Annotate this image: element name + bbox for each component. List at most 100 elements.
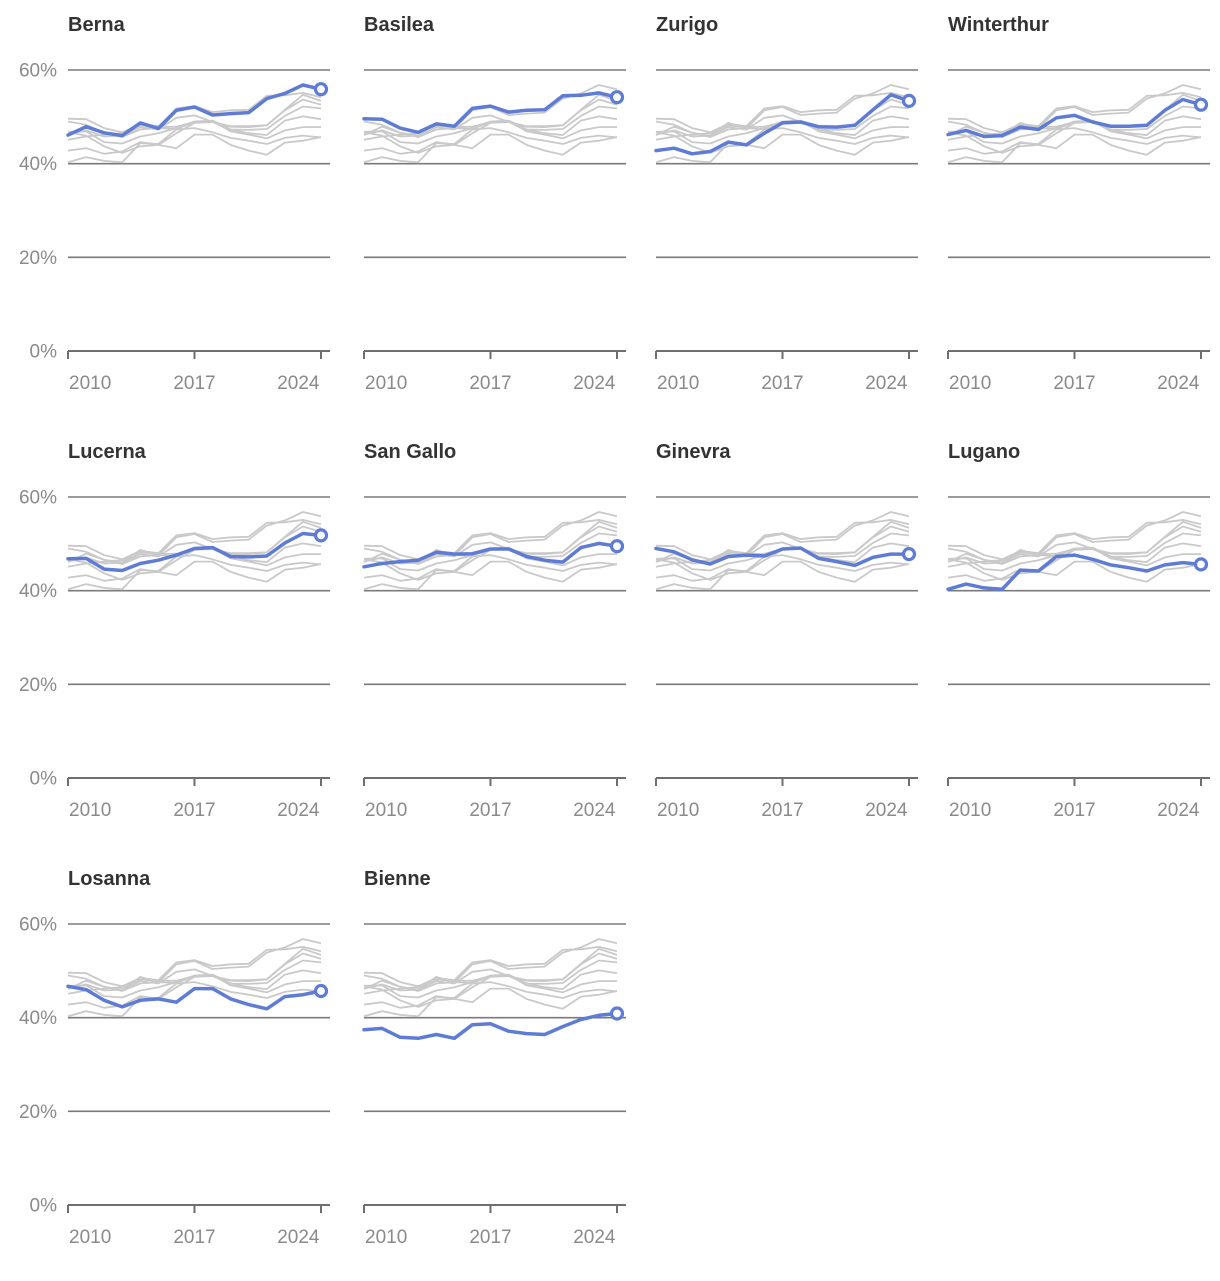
- panel-berna: Berna 2010 2017 2024 60% 40% 20% 0%: [0, 0, 340, 415]
- y-tick-label: 0%: [30, 769, 58, 790]
- series-line-ginevra: [363, 974, 617, 994]
- end-marker-san-gallo: [609, 539, 625, 554]
- series-line-lugano: [363, 554, 618, 591]
- series-line-lugano: [363, 127, 618, 164]
- x-tick-label: 2024: [573, 373, 616, 394]
- panel-chart-zurigo: 2010 2017 2024: [654, 69, 918, 394]
- y-tick-label: 40%: [19, 581, 57, 602]
- x-tick-label: 2017: [1053, 373, 1095, 394]
- series-line-basilea: [67, 946, 322, 988]
- x-tick-label: 2017: [173, 800, 215, 821]
- series-line-winterthur: [363, 98, 618, 138]
- series-line-losanna: [67, 558, 322, 583]
- panel-title: Lugano: [948, 441, 1021, 463]
- x-tick-label: 2010: [949, 373, 991, 394]
- panel-title: Lucerna: [68, 441, 146, 463]
- x-tick-label: 2010: [69, 800, 111, 821]
- panel-basilea: Basilea 2010 2017 2024: [360, 0, 632, 415]
- x-tick-label: 2017: [469, 373, 511, 394]
- series-line-lugano: [67, 127, 322, 164]
- series-line-zurigo: [947, 520, 1202, 582]
- x-tick-label: 2010: [365, 800, 407, 821]
- y-tick-label: 60%: [19, 61, 57, 82]
- x-tick-label: 2024: [1157, 800, 1200, 821]
- series-line-basilea: [947, 519, 1202, 561]
- x-tick-label: 2024: [277, 800, 320, 821]
- y-tick-label: 20%: [19, 248, 57, 269]
- x-tick-label: 2024: [865, 373, 908, 394]
- end-marker-lugano: [1193, 557, 1209, 572]
- x-tick-label: 2017: [761, 373, 803, 394]
- series-line-lugano: [947, 127, 1202, 164]
- highlight-line-lugano: [946, 553, 1203, 592]
- series-line-winterthur: [947, 525, 1202, 565]
- x-tick-label: 2024: [277, 373, 320, 394]
- series-line-winterthur: [67, 525, 322, 565]
- y-tick-label: 60%: [19, 488, 57, 509]
- panel-ginevra: Ginevra 2010 2017 2024: [652, 427, 924, 842]
- panel-lugano: Lugano 2010 2017 2024: [944, 427, 1216, 842]
- series-line-basilea: [363, 519, 618, 561]
- series-line-zurigo: [363, 947, 618, 1009]
- panel-chart-basilea: 2010 2017 2024: [362, 69, 626, 394]
- row-2: Lucerna 2010 2017 2024 60% 40% 20% 0% San Gall…: [0, 427, 1220, 854]
- series-line-losanna: [67, 131, 322, 156]
- series-line-losanna: [655, 131, 910, 156]
- series-line-losanna: [655, 558, 910, 583]
- highlight-line-bienne: [362, 1011, 619, 1041]
- y-tick-label: 40%: [19, 154, 57, 175]
- x-tick-label: 2010: [69, 1227, 111, 1248]
- x-tick-label: 2017: [761, 800, 803, 821]
- series-line-lugano: [655, 554, 910, 591]
- series-line-basilea: [655, 519, 910, 561]
- x-tick-label: 2010: [69, 373, 111, 394]
- end-marker-bienne: [609, 1006, 625, 1021]
- x-tick-label: 2017: [1053, 800, 1095, 821]
- panel-chart-lucerna: 2010 2017 2024 60% 40% 20% 0%: [19, 488, 330, 821]
- y-tick-label: 0%: [30, 342, 58, 363]
- series-line-ginevra: [67, 974, 321, 994]
- series-line-winterthur: [363, 525, 618, 565]
- y-tick-label: 40%: [19, 1008, 57, 1029]
- panel-chart-ginevra: 2010 2017 2024: [654, 496, 918, 821]
- panel-chart-san-gallo: 2010 2017 2024: [362, 496, 626, 821]
- x-tick-label: 2017: [173, 1227, 215, 1248]
- panel-title: Berna: [68, 14, 125, 36]
- x-tick-label: 2024: [573, 1227, 616, 1248]
- series-line-losanna: [363, 131, 618, 156]
- y-tick-label: 0%: [30, 1196, 58, 1217]
- end-marker-lucerna: [313, 528, 329, 543]
- end-marker-winterthur: [1193, 97, 1209, 112]
- series-line-basilea: [947, 92, 1202, 134]
- panel-title: Zurigo: [656, 14, 719, 36]
- panel-losanna: Losanna 2010 2017 2024 60% 40% 20% 0%: [0, 854, 340, 1269]
- x-tick-label: 2024: [277, 1227, 320, 1248]
- series-line-winterthur: [67, 98, 322, 138]
- highlight-line-basilea: [362, 91, 619, 135]
- series-line-basilea: [67, 519, 322, 561]
- panel-title: Losanna: [68, 868, 151, 890]
- panel-title: San Gallo: [364, 441, 457, 463]
- panel-lucerna: Lucerna 2010 2017 2024 60% 40% 20% 0%: [0, 427, 340, 842]
- x-tick-label: 2024: [573, 800, 616, 821]
- x-tick-label: 2010: [365, 373, 407, 394]
- x-tick-label: 2010: [949, 800, 991, 821]
- series-line-lugano: [363, 981, 618, 1018]
- series-line-basilea: [655, 92, 910, 134]
- series-line-lugano: [655, 127, 910, 164]
- row-1: Berna 2010 2017 2024 60% 40% 20% 0% Basilea 20…: [0, 0, 1220, 427]
- series-line-basilea: [363, 946, 618, 988]
- series-line-zurigo: [947, 93, 1202, 155]
- x-tick-label: 2017: [469, 800, 511, 821]
- panel-chart-winterthur: 2010 2017 2024: [946, 69, 1210, 394]
- series-line-losanna: [363, 558, 618, 583]
- highlight-line-zurigo: [654, 93, 911, 156]
- panel-chart-berna: 2010 2017 2024 60% 40% 20% 0%: [19, 61, 330, 394]
- x-tick-label: 2010: [657, 373, 699, 394]
- end-marker-losanna: [313, 983, 329, 999]
- panel-san-gallo: San Gallo 2010 2017 2024: [360, 427, 632, 842]
- series-line-lugano: [67, 554, 322, 591]
- highlight-line-losanna: [66, 984, 323, 1011]
- series-line-winterthur: [363, 952, 618, 992]
